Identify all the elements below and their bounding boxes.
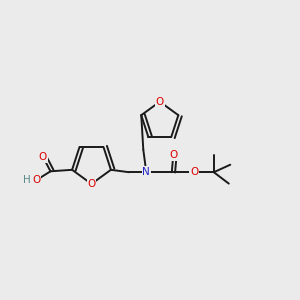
Text: O: O <box>32 175 40 185</box>
Text: N: N <box>142 167 150 177</box>
Text: O: O <box>190 167 198 177</box>
Text: O: O <box>87 179 96 189</box>
Text: O: O <box>39 152 47 162</box>
Text: O: O <box>169 150 177 160</box>
Text: H: H <box>23 175 31 185</box>
Text: O: O <box>156 97 164 107</box>
